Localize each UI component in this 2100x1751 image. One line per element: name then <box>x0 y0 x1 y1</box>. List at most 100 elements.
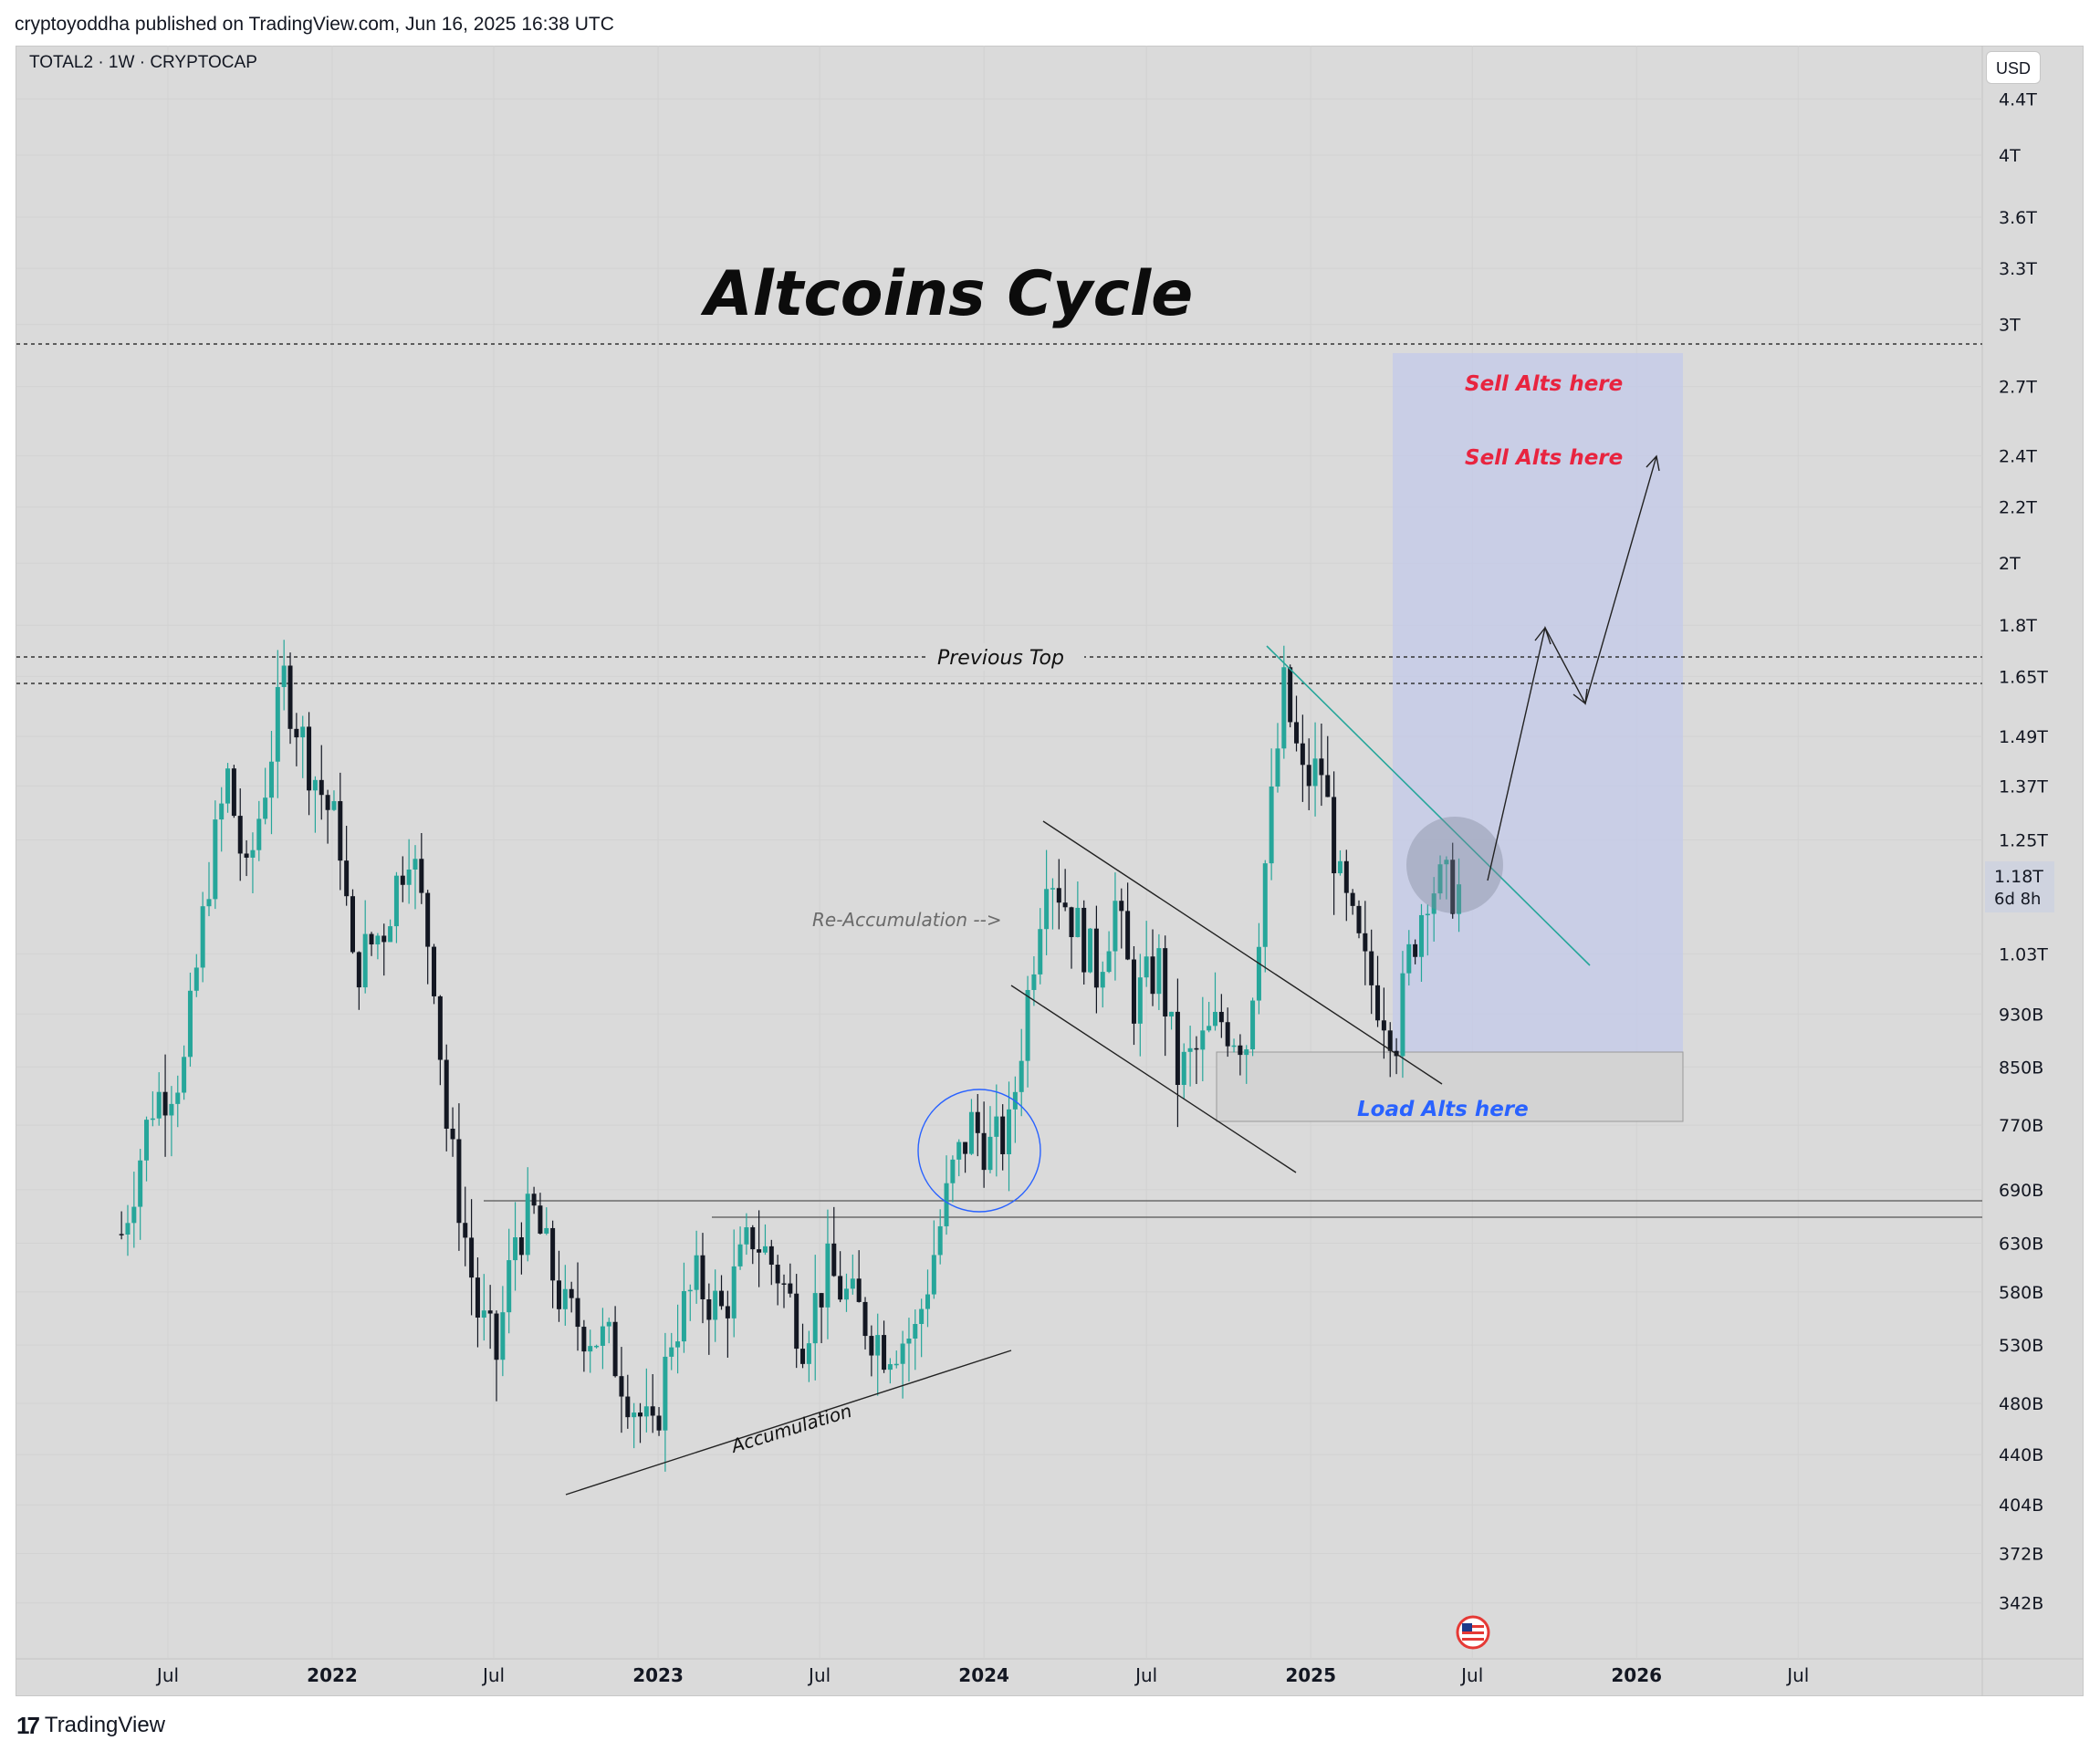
candle-body <box>581 1327 587 1352</box>
candle-body <box>612 1321 618 1377</box>
candle-body <box>1244 1049 1249 1056</box>
descending-resistance-line <box>1266 645 1591 966</box>
candle-body <box>638 1412 643 1417</box>
candle-body <box>956 1141 962 1160</box>
candle-body <box>413 859 418 870</box>
candle-body <box>1250 1000 1256 1050</box>
us-flag-icon[interactable] <box>1456 1615 1490 1650</box>
candle-body <box>1125 911 1131 960</box>
candle-body <box>1332 797 1337 874</box>
candle-body <box>287 665 293 729</box>
tradingview-logo[interactable]: 17 TradingView <box>16 1710 165 1741</box>
price-tick-label: 690B <box>1999 1181 2043 1201</box>
candle-body <box>1137 977 1143 1024</box>
candle-body <box>125 1223 131 1235</box>
candle-body <box>843 1288 849 1300</box>
candle-body <box>131 1206 137 1224</box>
candle-body <box>1218 1011 1224 1023</box>
candle-body <box>1100 972 1105 988</box>
candle-body <box>1225 1022 1230 1047</box>
candle-body <box>819 1293 824 1308</box>
price-tick-label: 530B <box>1999 1336 2043 1356</box>
candle-body <box>213 819 218 900</box>
candle-body <box>569 1288 574 1298</box>
candle-body <box>944 1183 949 1226</box>
candle-body <box>1437 864 1443 894</box>
price-tick-label: 630B <box>1999 1235 2043 1255</box>
candle-body <box>831 1243 837 1277</box>
symbol-info[interactable]: TOTAL2 · 1W · CRYPTOCAP <box>29 53 257 72</box>
candle-body <box>619 1376 624 1397</box>
candle-body <box>356 952 361 988</box>
candle-body <box>1319 758 1324 776</box>
candle-body <box>650 1406 655 1416</box>
candle-body <box>663 1356 668 1431</box>
candle-body <box>1294 722 1300 744</box>
candle-body <box>1275 748 1280 787</box>
candle-body <box>1363 933 1368 952</box>
candle-body <box>1281 667 1287 749</box>
candle-body <box>507 1260 512 1313</box>
candle-body <box>856 1278 862 1302</box>
candle-body <box>1056 888 1061 903</box>
price-tick-label: 4T <box>1999 146 2021 166</box>
chart-area[interactable] <box>16 46 2084 1696</box>
candle-body <box>500 1312 506 1360</box>
time-tick-label: 2026 <box>1611 1664 1662 1686</box>
candle-body <box>331 801 337 810</box>
candle-body <box>450 1128 455 1140</box>
candle-body <box>182 1057 187 1093</box>
candle-body <box>268 761 274 798</box>
price-tick-label: 580B <box>1999 1283 2043 1303</box>
previous-top-label-bg <box>925 643 1084 671</box>
load-zone <box>1216 1051 1684 1122</box>
price-tick-label: 4.4T <box>1999 90 2037 110</box>
candle-body <box>538 1205 543 1234</box>
candle-body <box>175 1092 181 1104</box>
time-tick-label: 2024 <box>958 1664 1009 1686</box>
candle-body <box>344 860 350 897</box>
candle-body <box>550 1227 556 1281</box>
price-tick-label: 3T <box>1999 316 2021 336</box>
candle-body <box>1088 928 1093 973</box>
candle-body <box>1113 901 1118 952</box>
candle-body <box>812 1293 818 1344</box>
candle-body <box>1062 902 1068 908</box>
candle-body <box>250 849 256 858</box>
candle-body <box>588 1346 593 1352</box>
candle-body <box>725 1306 730 1318</box>
time-tick-label: Jul <box>1134 1664 1157 1686</box>
sell-label-2: Sell Alts here <box>1465 446 1623 470</box>
candle-body <box>757 1249 762 1253</box>
candle-body <box>237 816 243 854</box>
candle-body <box>875 1335 881 1356</box>
reaccumulation-label: Re-Accumulation --> <box>812 909 1002 931</box>
candle-body <box>1269 787 1274 864</box>
candle-body <box>862 1301 868 1337</box>
price-tick-label: 1.49T <box>1999 727 2048 747</box>
candle-body <box>950 1159 956 1183</box>
candle-body <box>625 1396 631 1418</box>
candle-body <box>444 1059 449 1129</box>
candle-body <box>244 853 249 858</box>
candle-body <box>687 1289 693 1292</box>
candle-body <box>1262 863 1268 947</box>
candle-body <box>788 1283 793 1294</box>
time-tick-label: Jul <box>807 1664 831 1686</box>
candle-body <box>1169 1011 1175 1017</box>
price-tick-label: 770B <box>1999 1116 2043 1136</box>
candle-body <box>850 1278 855 1289</box>
candle-body <box>456 1139 462 1224</box>
candle-body <box>675 1341 681 1348</box>
candle-body <box>481 1310 486 1318</box>
candle-body <box>1007 1109 1012 1154</box>
price-tick-label: 342B <box>1999 1594 2043 1614</box>
channel-lower-line <box>1010 985 1297 1173</box>
candle-body <box>338 801 343 861</box>
candle-body <box>312 779 318 791</box>
candle-body <box>381 935 387 943</box>
candle-body <box>281 665 287 687</box>
currency-button[interactable]: USD <box>1986 51 2041 84</box>
candle-body <box>981 1132 987 1171</box>
